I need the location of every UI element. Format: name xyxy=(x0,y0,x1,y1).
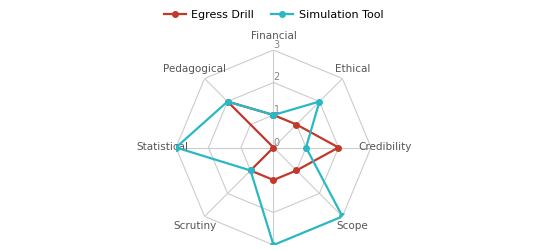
Simulation Tool xyxy=(316,100,323,103)
Egress Drill xyxy=(270,114,277,116)
Egress Drill xyxy=(270,146,277,149)
Egress Drill xyxy=(270,178,277,182)
Line: Egress Drill: Egress Drill xyxy=(225,99,341,183)
Simulation Tool xyxy=(173,146,179,149)
Simulation Tool xyxy=(270,114,277,116)
Simulation Tool xyxy=(247,169,254,172)
Simulation Tool xyxy=(270,114,277,116)
Egress Drill xyxy=(293,169,300,172)
Egress Drill xyxy=(224,100,231,103)
Legend: Egress Drill, Simulation Tool: Egress Drill, Simulation Tool xyxy=(159,6,388,25)
Line: Simulation Tool: Simulation Tool xyxy=(173,99,345,248)
Simulation Tool xyxy=(224,100,231,103)
Egress Drill xyxy=(293,123,300,126)
Simulation Tool xyxy=(339,215,346,218)
Simulation Tool xyxy=(302,146,309,149)
Egress Drill xyxy=(270,114,277,116)
Egress Drill xyxy=(247,169,254,172)
Simulation Tool xyxy=(270,244,277,246)
Egress Drill xyxy=(335,146,342,149)
